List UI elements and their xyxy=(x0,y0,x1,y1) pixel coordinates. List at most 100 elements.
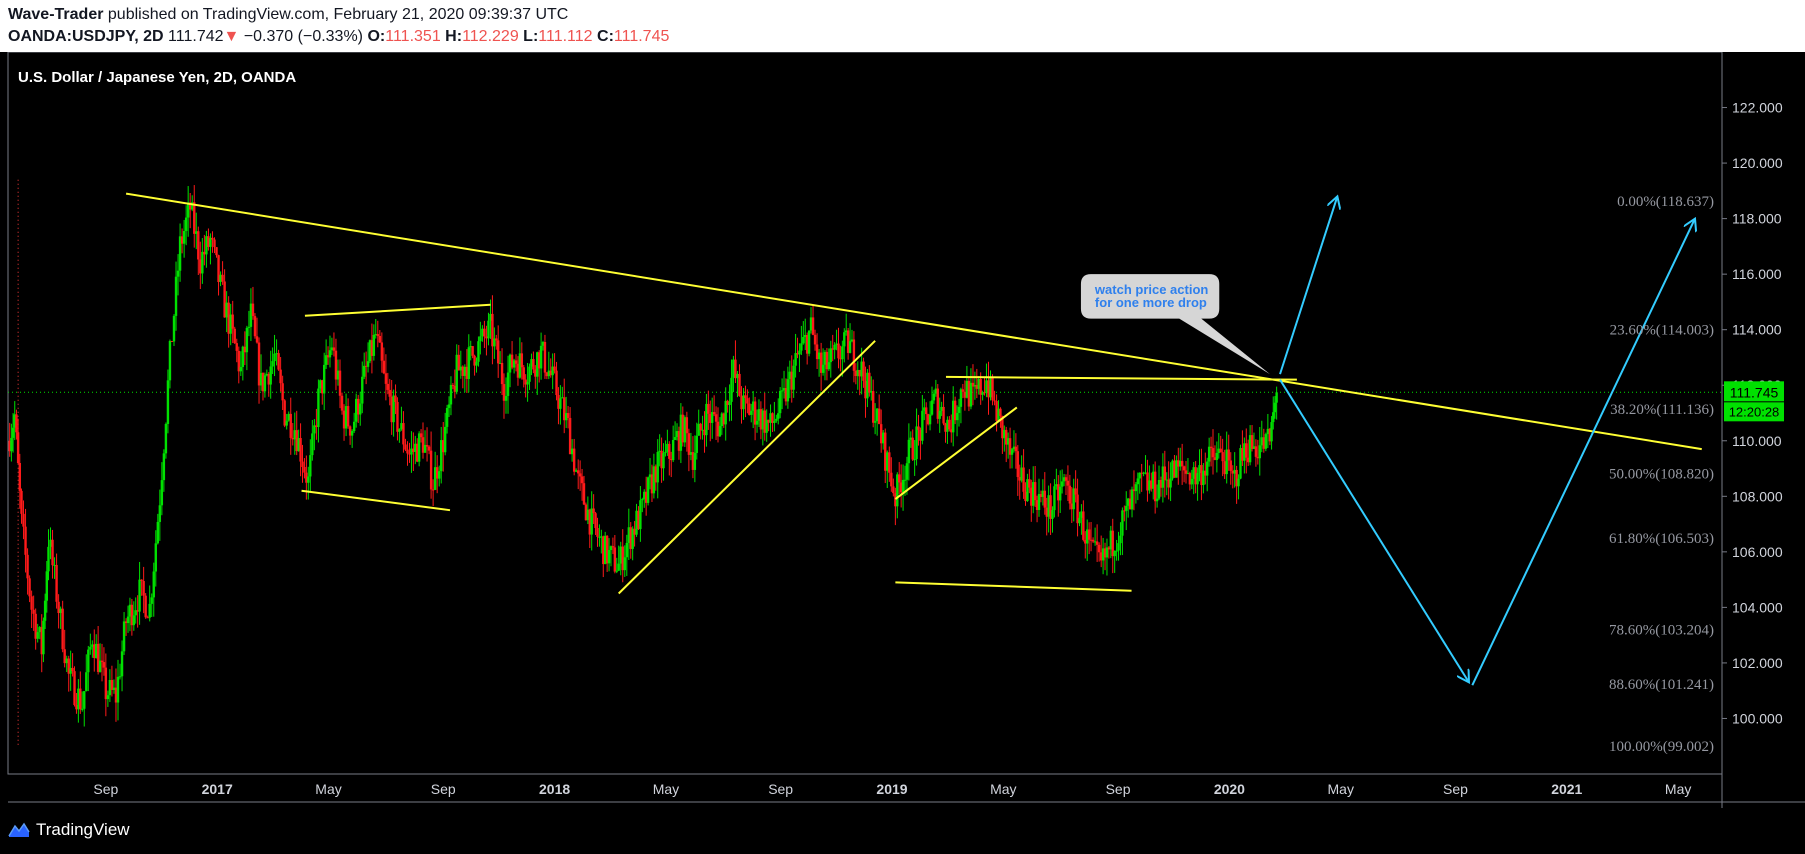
candle-body xyxy=(285,420,288,426)
candle-body xyxy=(269,366,272,385)
y-tick-label: 108.000 xyxy=(1732,488,1783,504)
candle-body xyxy=(398,429,401,432)
candle-body xyxy=(1163,466,1167,481)
candle-body xyxy=(1196,472,1199,485)
candle-body xyxy=(936,388,939,419)
candle-body xyxy=(1175,460,1178,478)
candle-body xyxy=(132,615,136,626)
candle-body xyxy=(1005,429,1008,445)
candle-body xyxy=(392,395,395,423)
candle-body xyxy=(1028,479,1031,488)
candle-body xyxy=(378,335,382,343)
candle-body xyxy=(979,379,982,395)
candle-body xyxy=(374,334,377,336)
candle-body xyxy=(646,477,650,503)
candle-body xyxy=(467,347,470,379)
candle-body xyxy=(957,406,961,413)
candle-body xyxy=(469,346,472,348)
candle-body xyxy=(1049,495,1052,519)
candle-body xyxy=(641,499,644,501)
candle-body xyxy=(287,413,290,421)
candle-body xyxy=(24,526,27,555)
symbol-label[interactable]: OANDA:USDJPY, 2D xyxy=(8,28,164,45)
candle-body xyxy=(977,379,980,389)
candle-body xyxy=(537,352,541,369)
projection-arrow xyxy=(1279,196,1337,375)
candle-body xyxy=(518,353,522,378)
candle-body xyxy=(712,412,716,415)
candle-body xyxy=(1136,478,1140,485)
price-chart[interactable]: U.S. Dollar / Japanese Yen, 2D, OANDA 100… xyxy=(0,52,1805,808)
candle-body xyxy=(650,474,654,494)
candle-body xyxy=(326,355,330,358)
tradingview-logo[interactable]: TradingView xyxy=(8,820,130,840)
candle-body xyxy=(1186,473,1190,475)
candle-body xyxy=(1086,529,1089,544)
candle-body xyxy=(370,340,374,356)
candle-body xyxy=(85,672,88,692)
candle-body xyxy=(578,473,582,477)
tradingview-logo-text: TradingView xyxy=(36,820,130,839)
candle-body xyxy=(993,400,996,402)
candle-body xyxy=(73,671,76,706)
candle-body xyxy=(400,423,403,430)
candle-body xyxy=(532,359,535,370)
author-name[interactable]: Wave-Trader xyxy=(8,6,104,23)
candle-body xyxy=(639,500,642,530)
candle-body xyxy=(191,202,194,210)
candle-body xyxy=(839,358,842,360)
candle-body xyxy=(888,452,891,473)
candle-body xyxy=(784,388,788,402)
candle-body xyxy=(668,443,671,459)
candle-body xyxy=(289,413,292,438)
candle-body xyxy=(32,609,35,614)
candle-body xyxy=(1091,539,1095,542)
candle-body xyxy=(862,361,865,381)
candle-body xyxy=(829,348,832,363)
candle-body xyxy=(1239,448,1242,479)
candle-body xyxy=(987,380,990,398)
candle-body xyxy=(1014,446,1018,452)
candle-body xyxy=(631,528,634,549)
candle-body xyxy=(598,536,601,538)
candle-body xyxy=(433,467,437,490)
candle-body xyxy=(736,373,739,379)
candle-body xyxy=(767,419,770,423)
candle-body xyxy=(932,393,936,401)
fib-level-label: 88.60%(101.241) xyxy=(1609,677,1714,693)
candle-body xyxy=(390,396,393,423)
fib-level-label: 61.80%(106.503) xyxy=(1609,531,1714,547)
candle-body xyxy=(656,452,659,483)
candle-body xyxy=(670,458,673,461)
candle-body xyxy=(43,600,47,621)
candle-body xyxy=(158,505,162,522)
candle-body xyxy=(825,351,829,370)
candle-body xyxy=(359,403,362,415)
candle-body xyxy=(112,687,116,690)
candle-body xyxy=(1272,412,1275,423)
candle-body xyxy=(150,597,153,604)
candle-body xyxy=(65,658,68,664)
candle-body xyxy=(427,446,431,451)
candle-body xyxy=(1144,472,1147,474)
candle-body xyxy=(1217,448,1220,453)
candle-body xyxy=(154,543,157,572)
candle-body xyxy=(307,476,310,483)
candle-body xyxy=(372,334,376,356)
candle-body xyxy=(408,453,411,455)
candle-body xyxy=(368,340,372,362)
candle-body xyxy=(660,450,663,469)
candle-body xyxy=(687,433,691,455)
candle-body xyxy=(557,394,560,409)
candle-body xyxy=(277,353,280,370)
candle-body xyxy=(807,330,811,354)
countdown-badge-label: 12:20:28 xyxy=(1729,404,1780,419)
candle-body xyxy=(1006,438,1010,445)
candle-body xyxy=(892,486,895,494)
candle-body xyxy=(617,563,620,571)
projection-arrow xyxy=(1279,379,1469,683)
candle-body xyxy=(219,274,222,283)
candle-body xyxy=(1268,428,1272,442)
candle-body xyxy=(207,236,210,247)
candle-body xyxy=(16,432,20,463)
